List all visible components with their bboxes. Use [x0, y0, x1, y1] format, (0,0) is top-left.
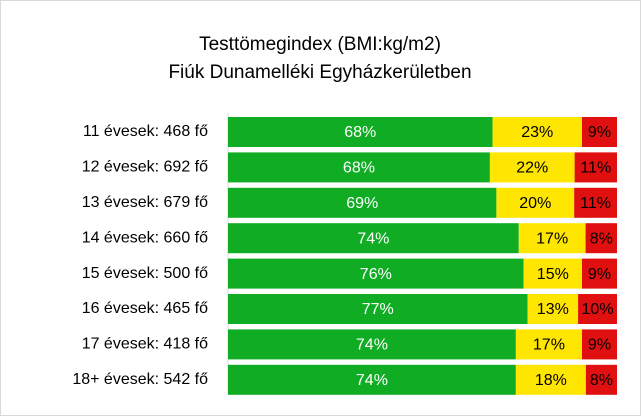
y-tick-label: 14 évesek: 660 fő [82, 229, 208, 246]
value-label: 74% [356, 372, 388, 389]
bar-segment [578, 294, 617, 324]
bar-segment [523, 258, 582, 289]
value-label: 13% [537, 301, 569, 318]
bar-segment [574, 187, 617, 218]
bar-segment [492, 117, 582, 147]
value-label: 17% [533, 337, 565, 354]
value-label: 23% [521, 124, 553, 141]
value-label: 74% [357, 230, 389, 247]
y-tick-label: 11 évesek: 468 fő [83, 123, 208, 140]
y-tick-label: 18+ évesek: 542 fő [72, 371, 208, 388]
bar-segment [228, 329, 516, 360]
value-label: 68% [344, 124, 376, 141]
value-label: 20% [519, 195, 551, 212]
bar-segment [515, 364, 586, 395]
value-label: 8% [590, 372, 613, 389]
bar-segment [518, 223, 586, 254]
y-tick-label: 13 évesek: 679 fő [82, 194, 208, 211]
value-label: 77% [362, 301, 394, 318]
y-tick-label: 17 évesek: 418 fő [82, 336, 208, 353]
y-tick-label: 16 évesek: 465 fő [82, 300, 208, 317]
bar-segment [228, 187, 497, 218]
value-label: 11% [580, 160, 611, 177]
bar-segment [581, 117, 617, 147]
value-label: 9% [588, 266, 611, 283]
bar-segment [228, 258, 524, 289]
value-label: 76% [360, 266, 392, 283]
value-label: 9% [588, 337, 611, 354]
y-tick-label: 15 évesek: 500 fő [82, 265, 208, 282]
value-label: 68% [343, 160, 375, 177]
value-label: 15% [537, 266, 569, 283]
value-label: 11% [580, 195, 611, 212]
bar-segment [585, 364, 617, 395]
bar-segment [581, 329, 617, 360]
bar-segment [581, 258, 617, 289]
y-tick-label: 12 évesek: 692 fő [82, 159, 208, 176]
bar-segment [228, 117, 493, 147]
bar-segment [228, 152, 490, 183]
bar-segment [515, 329, 582, 360]
value-label: 9% [588, 124, 611, 141]
value-label: 22% [516, 160, 548, 177]
value-label: 17% [536, 230, 568, 247]
bar-segment [585, 223, 617, 254]
bar-segment [527, 294, 579, 324]
chart-subtitle: Fiúk Dunamelléki Egyházkerületben [168, 62, 471, 83]
value-label: 69% [346, 195, 378, 212]
bar-segment [228, 223, 519, 254]
value-label: 74% [356, 337, 388, 354]
bar-segment [228, 294, 528, 324]
value-label: 18% [535, 372, 567, 389]
value-label: 8% [590, 230, 613, 247]
bar-segment [489, 152, 575, 183]
value-label: 10% [582, 301, 614, 318]
chart-title: Testtömegindex (BMI:kg/m2) [199, 34, 441, 55]
bar-segment [228, 364, 516, 395]
bar-segment [496, 187, 575, 218]
bar-segment [574, 152, 617, 183]
